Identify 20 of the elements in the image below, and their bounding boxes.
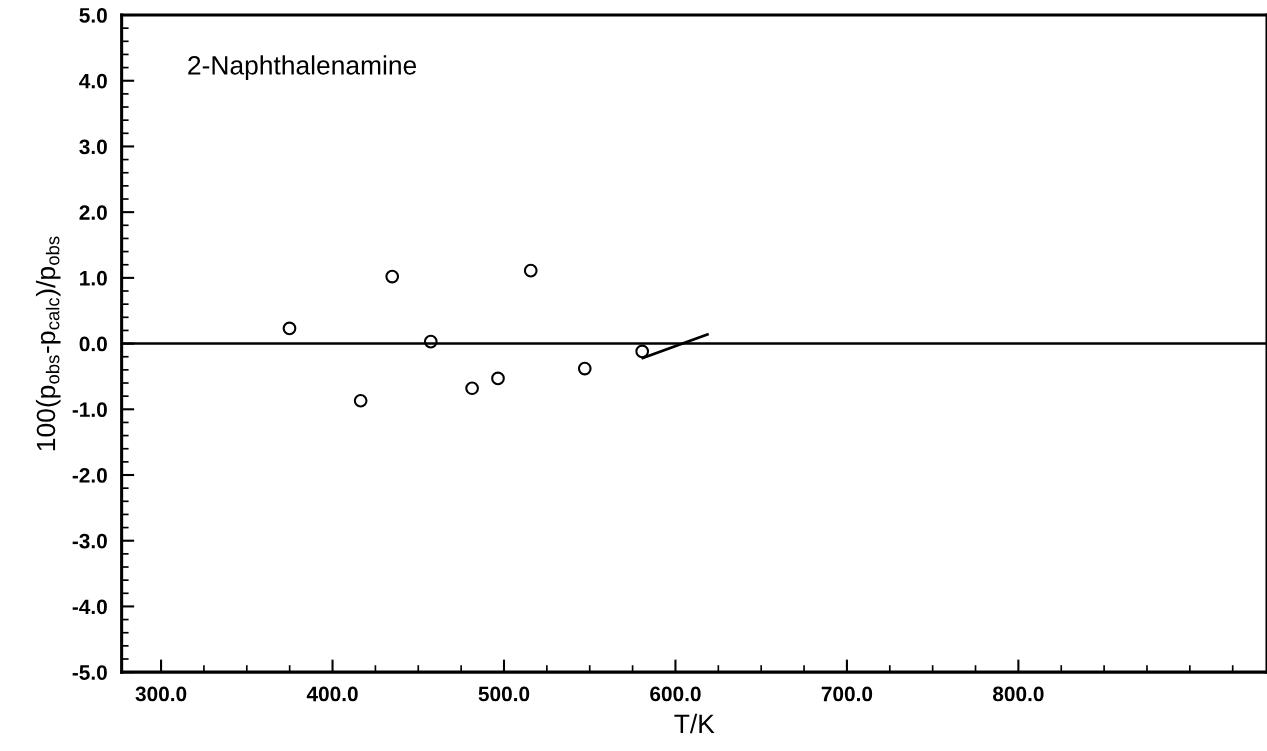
- y-tick-label: -3.0: [72, 533, 107, 549]
- y-tick-label: 2.0: [79, 205, 107, 220]
- x-axis-title: T/K: [674, 713, 715, 734]
- x-tick-label: 300.0: [135, 686, 187, 702]
- y-tick-label: 5.0: [79, 8, 107, 23]
- y-tick-label: 1.0: [80, 270, 107, 286]
- x-tick-label: 800.0: [992, 686, 1044, 702]
- y-tick-label: -5.0: [72, 665, 107, 680]
- y-tick-label: 3.0: [79, 139, 107, 155]
- y-tick-label: 4.0: [79, 73, 107, 89]
- y-tick-label: -2.0: [72, 468, 107, 483]
- y-tick-label: -4.0: [72, 599, 107, 615]
- y-axis-title: 100(p$_{obs}$-p$_{calc}$)/p$_{obs}$: [35, 236, 61, 451]
- x-tick-label: 500.0: [478, 686, 530, 702]
- y-tick-label: 0.0: [79, 336, 107, 352]
- x-tick-label: 700.0: [821, 686, 873, 702]
- annotation: 2-Naphthalenamine: [188, 55, 417, 80]
- y-tick-label: -1.0: [72, 402, 107, 418]
- x-tick-label: 400.0: [306, 686, 358, 702]
- x-tick-label: 600.0: [650, 686, 701, 702]
